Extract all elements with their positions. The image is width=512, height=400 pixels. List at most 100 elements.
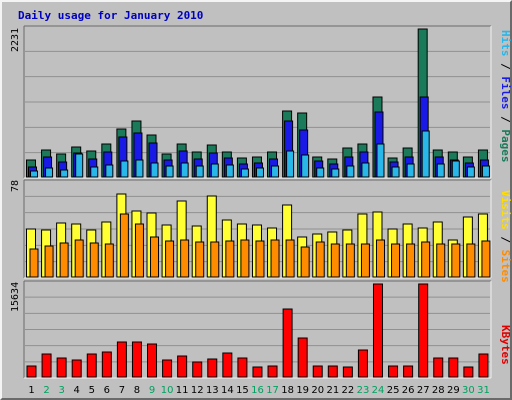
x-tick-label-day-21: 21 xyxy=(326,385,339,396)
bar-hits-day-17 xyxy=(271,165,280,178)
bar-kbytes-day-11 xyxy=(177,355,188,378)
bar-sites-day-7 xyxy=(119,213,129,278)
legend-sep-1: / xyxy=(499,63,512,76)
x-tick-label-day-17: 17 xyxy=(266,385,279,396)
bar-kbytes-day-5 xyxy=(86,353,97,378)
bar-kbytes-day-1 xyxy=(26,365,37,378)
bar-sites-day-1 xyxy=(29,248,39,278)
bar-kbytes-day-24 xyxy=(372,283,383,378)
x-tick-label-day-15: 15 xyxy=(236,385,249,396)
bar-sites-day-20 xyxy=(315,241,325,278)
bar-sites-day-2 xyxy=(44,245,54,278)
x-tick-label-day-29: 29 xyxy=(447,385,460,396)
legend-sites: Sites xyxy=(499,250,512,283)
x-tick-label-day-14: 14 xyxy=(221,385,234,396)
bar-sites-day-17 xyxy=(270,239,280,278)
bar-hits-day-14 xyxy=(225,164,234,178)
bar-sites-day-12 xyxy=(195,241,205,278)
bar-sites-day-8 xyxy=(134,223,144,278)
bar-hits-day-15 xyxy=(240,168,249,178)
bar-sites-day-5 xyxy=(89,242,99,278)
bar-sites-day-10 xyxy=(165,240,175,278)
x-tick-label-day-25: 25 xyxy=(387,385,400,396)
bar-hits-day-6 xyxy=(105,164,114,178)
bar-kbytes-day-4 xyxy=(71,359,82,378)
x-tick-label-day-23: 23 xyxy=(357,385,370,396)
x-tick-label-day-6: 6 xyxy=(104,385,110,396)
bar-kbytes-day-8 xyxy=(131,341,142,378)
bar-sites-day-23 xyxy=(360,243,370,278)
bar-kbytes-day-21 xyxy=(327,365,338,378)
chart-title: Daily usage for January 2010 xyxy=(18,9,203,22)
bar-sites-day-19 xyxy=(300,246,310,278)
bar-hits-day-21 xyxy=(331,168,340,178)
bar-kbytes-day-14 xyxy=(222,352,233,378)
bar-kbytes-day-2 xyxy=(41,353,52,378)
bar-kbytes-day-31 xyxy=(478,353,489,378)
bar-hits-day-9 xyxy=(150,162,159,178)
bar-hits-day-8 xyxy=(135,159,144,178)
bar-sites-day-28 xyxy=(436,243,446,278)
x-tick-label-day-22: 22 xyxy=(342,385,355,396)
bar-hits-day-3 xyxy=(60,169,69,178)
x-tick-label-day-3: 3 xyxy=(58,385,64,396)
bar-sites-day-3 xyxy=(59,242,69,278)
bar-kbytes-day-16 xyxy=(252,366,263,378)
legend-kbytes: KBytes xyxy=(499,325,512,365)
bar-sites-day-16 xyxy=(255,240,265,278)
bar-hits-day-13 xyxy=(210,163,219,178)
x-tick-label-day-9: 9 xyxy=(149,385,155,396)
bar-hits-day-22 xyxy=(346,165,355,178)
kbytes-panel-ymax-label: 15634 xyxy=(10,282,21,312)
bar-kbytes-day-15 xyxy=(237,357,248,378)
bar-kbytes-day-6 xyxy=(101,351,112,378)
bar-kbytes-day-27 xyxy=(418,283,429,378)
bar-kbytes-day-13 xyxy=(207,358,218,378)
bar-hits-day-19 xyxy=(301,154,310,178)
bar-kbytes-day-29 xyxy=(448,357,459,378)
bar-sites-day-13 xyxy=(210,241,220,278)
legend-visits: Visits xyxy=(499,190,512,230)
x-tick-label-day-8: 8 xyxy=(134,385,140,396)
bar-hits-day-23 xyxy=(361,162,370,178)
x-tick-label-day-7: 7 xyxy=(119,385,125,396)
bar-hits-day-18 xyxy=(286,150,295,178)
bar-hits-day-28 xyxy=(436,163,445,178)
legend-sep-3: / xyxy=(499,236,512,249)
bar-kbytes-day-25 xyxy=(388,365,399,378)
legend-files: Files xyxy=(499,76,512,109)
bar-kbytes-day-23 xyxy=(357,349,368,378)
bar-hits-day-7 xyxy=(120,160,129,178)
x-tick-label-day-4: 4 xyxy=(74,385,80,396)
x-tick-label-day-12: 12 xyxy=(191,385,204,396)
bar-hits-day-1 xyxy=(30,170,38,178)
bar-sites-day-26 xyxy=(406,243,416,278)
x-tick-label-day-27: 27 xyxy=(417,385,430,396)
x-tick-label-day-28: 28 xyxy=(432,385,445,396)
bar-kbytes-day-9 xyxy=(147,343,158,378)
bar-hits-day-12 xyxy=(195,165,204,178)
bar-hits-day-20 xyxy=(316,167,325,178)
bar-sites-day-29 xyxy=(451,243,461,278)
bar-hits-day-24 xyxy=(376,143,385,178)
bar-hits-day-16 xyxy=(255,167,264,178)
x-tick-label-day-11: 11 xyxy=(176,385,189,396)
bar-kbytes-day-18 xyxy=(282,308,293,378)
bar-kbytes-day-10 xyxy=(162,359,173,378)
x-tick-label-day-16: 16 xyxy=(251,385,264,396)
bar-hits-day-31 xyxy=(481,165,490,178)
bar-hits-day-29 xyxy=(451,160,460,178)
bar-sites-day-9 xyxy=(150,236,160,278)
x-tick-label-day-13: 13 xyxy=(206,385,219,396)
x-tick-label-day-10: 10 xyxy=(161,385,174,396)
bar-sites-day-4 xyxy=(74,239,84,278)
legend-hits: Hits xyxy=(499,30,512,57)
legend-pages: Pages xyxy=(499,129,512,162)
bar-sites-day-21 xyxy=(330,243,340,278)
legend-hits-files-pages: Hits / Files / Pages xyxy=(499,30,512,163)
bar-kbytes-day-22 xyxy=(342,366,353,378)
bar-kbytes-day-12 xyxy=(192,361,203,378)
x-tick-label-day-20: 20 xyxy=(311,385,324,396)
bar-sites-day-18 xyxy=(285,239,295,278)
